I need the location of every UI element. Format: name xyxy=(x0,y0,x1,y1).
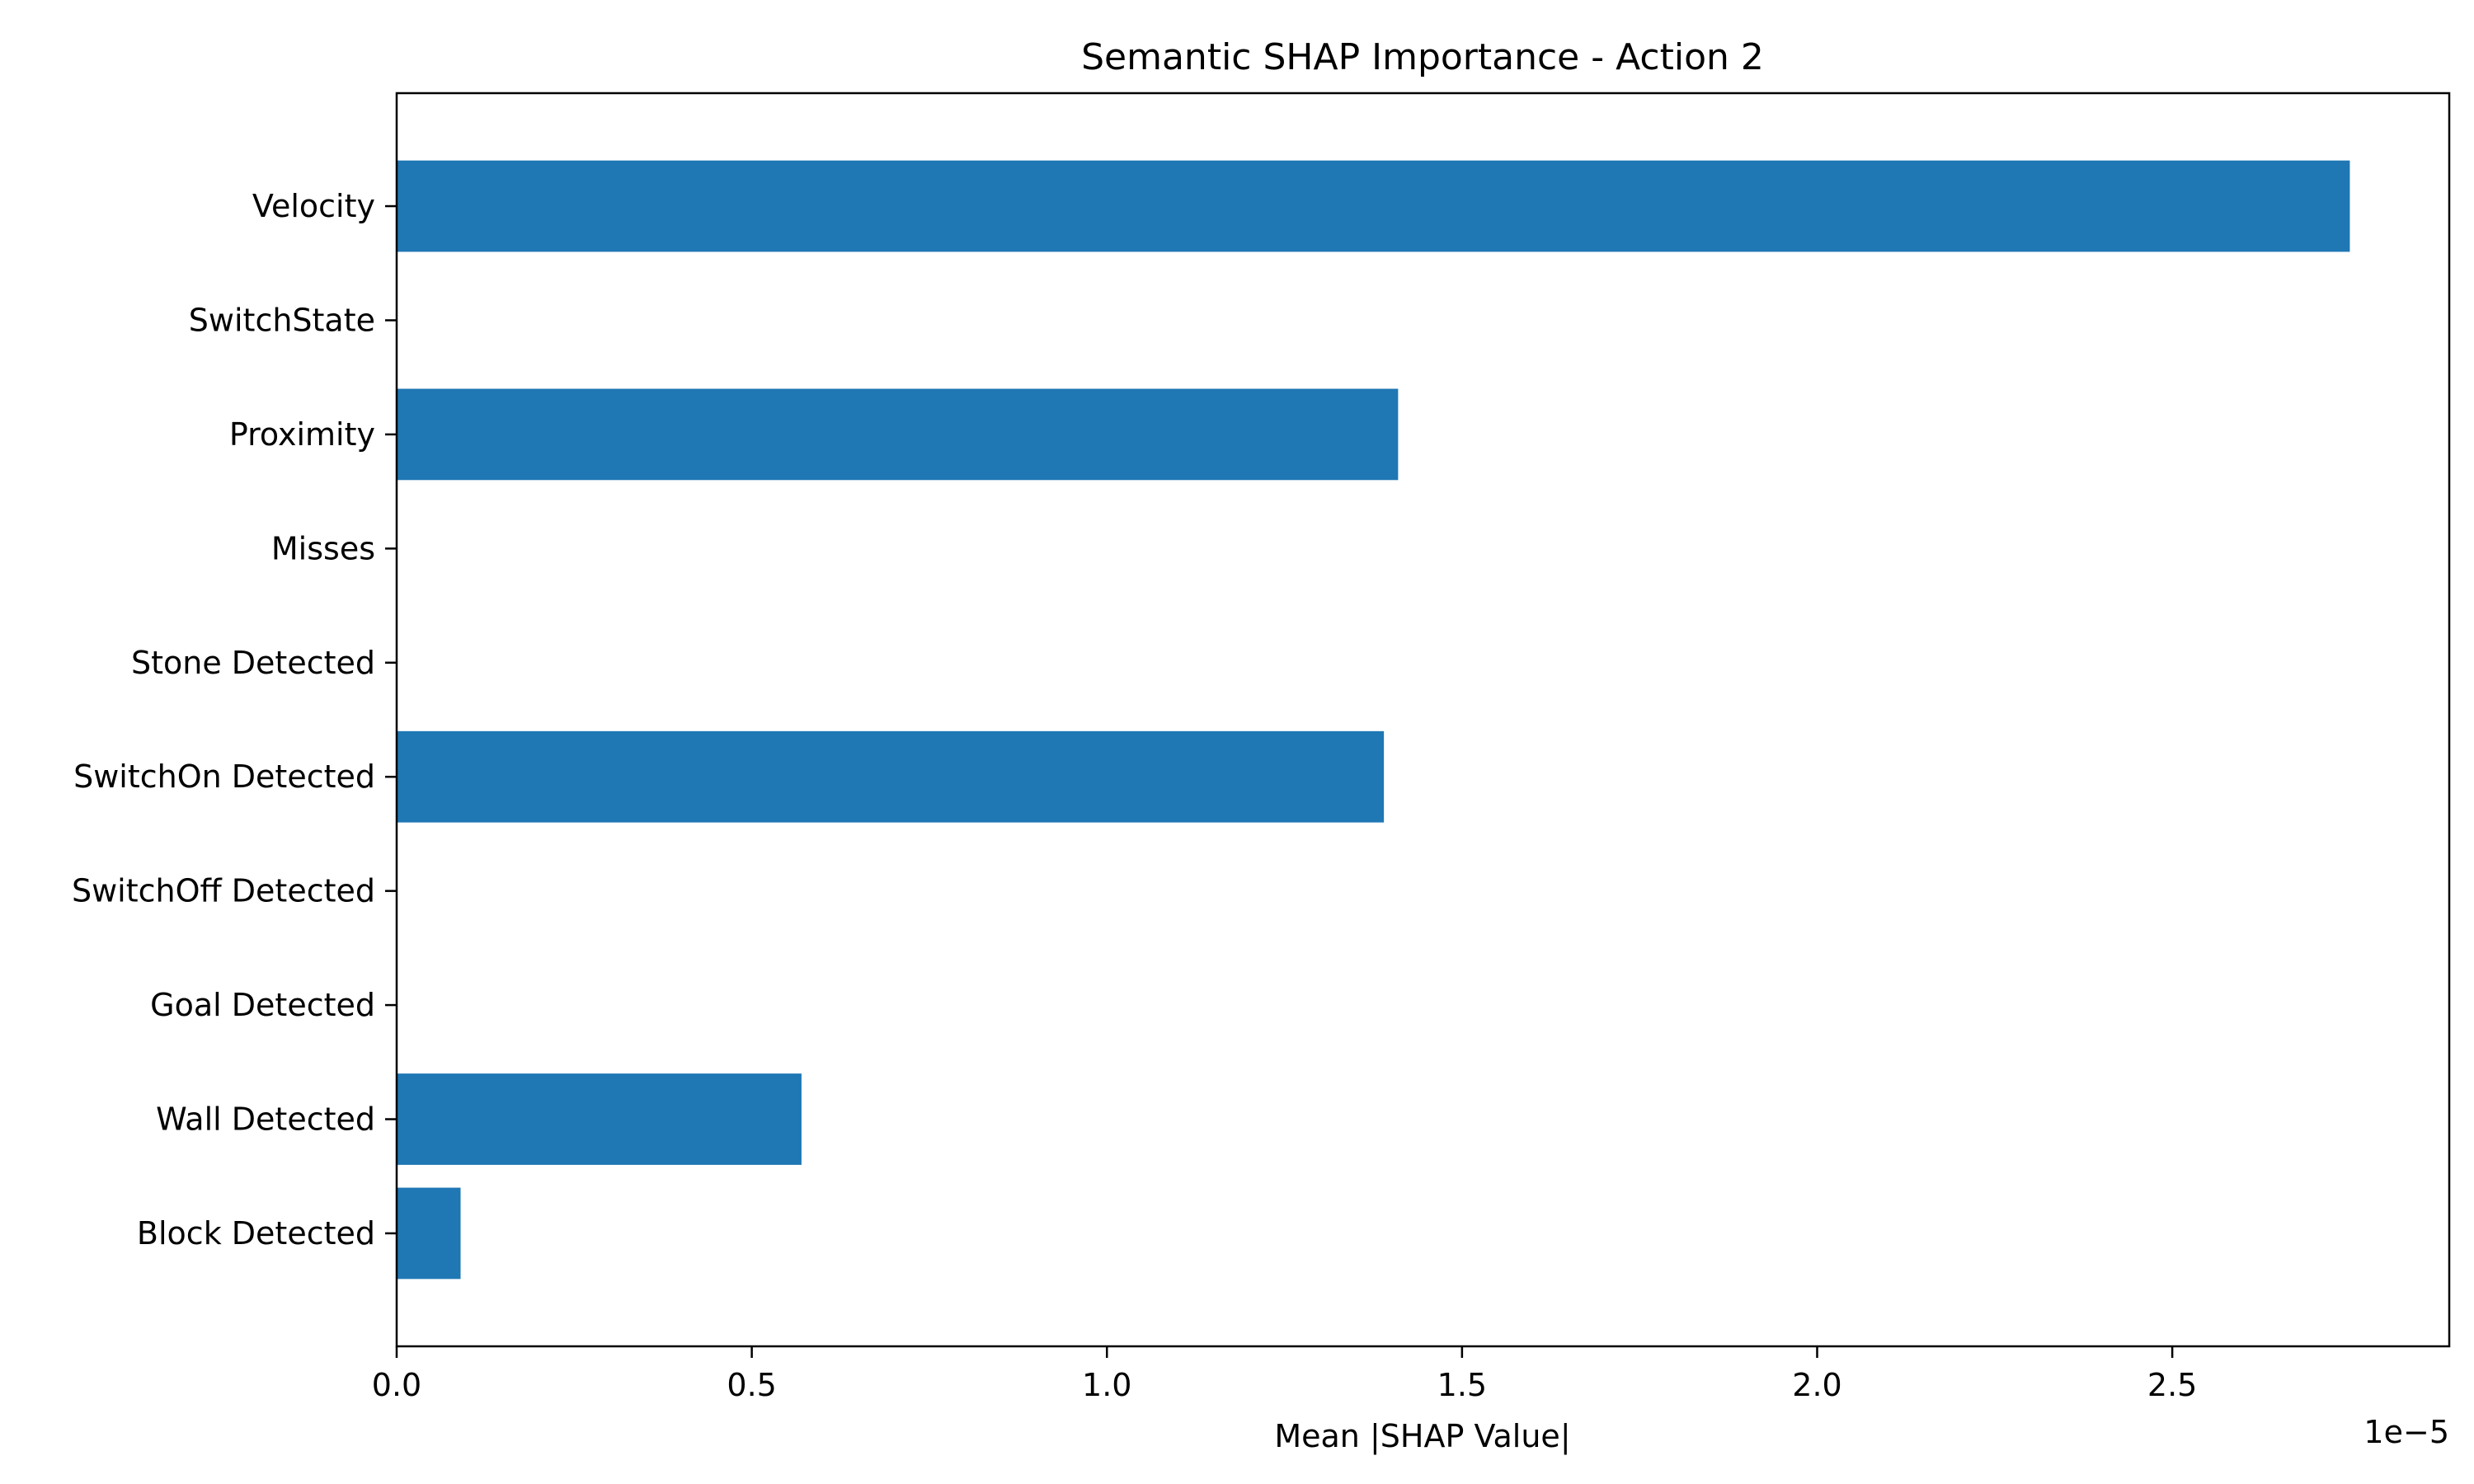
x-tick-label: 1.5 xyxy=(1437,1367,1487,1403)
x-axis-label: Mean |SHAP Value| xyxy=(1274,1418,1570,1455)
y-tick-label: Wall Detected xyxy=(156,1101,375,1138)
y-tick-label: Proximity xyxy=(229,416,375,453)
y-tick-label: Block Detected xyxy=(137,1215,375,1252)
y-tick-label: Stone Detected xyxy=(131,645,375,681)
bars-group xyxy=(397,160,2350,1280)
y-tick-label: SwitchState xyxy=(189,302,375,338)
axis-offset-label: 1e−5 xyxy=(2363,1414,2449,1450)
bar-block-detected xyxy=(397,1187,461,1280)
x-tick-label: 2.5 xyxy=(2147,1367,2197,1403)
bar-velocity xyxy=(397,160,2350,252)
plot-frame xyxy=(395,92,2451,1348)
y-axis-ticks: Velocity SwitchState Proximity Misses Stone … xyxy=(72,188,397,1252)
chart-title: Semantic SHAP Importance - Action 2 xyxy=(1081,36,1764,78)
x-tick-label: 0.5 xyxy=(727,1367,776,1403)
y-tick-label: SwitchOff Detected xyxy=(72,873,375,909)
x-tick-label: 0.0 xyxy=(372,1367,421,1403)
y-tick-label: Goal Detected xyxy=(150,987,375,1023)
x-axis-ticks: 0.0 0.5 1.0 1.5 2.0 2.5 xyxy=(372,1346,2197,1403)
x-tick-label: 1.0 xyxy=(1082,1367,1131,1403)
y-tick-label: SwitchOn Detected xyxy=(73,758,375,795)
bar-proximity xyxy=(397,388,1399,481)
x-tick-label: 2.0 xyxy=(1792,1367,1841,1403)
y-tick-label: Misses xyxy=(271,530,375,566)
bar-wall-detected xyxy=(397,1073,802,1165)
y-tick-label: Velocity xyxy=(252,188,375,224)
bar-switchon-detected xyxy=(397,730,1385,823)
